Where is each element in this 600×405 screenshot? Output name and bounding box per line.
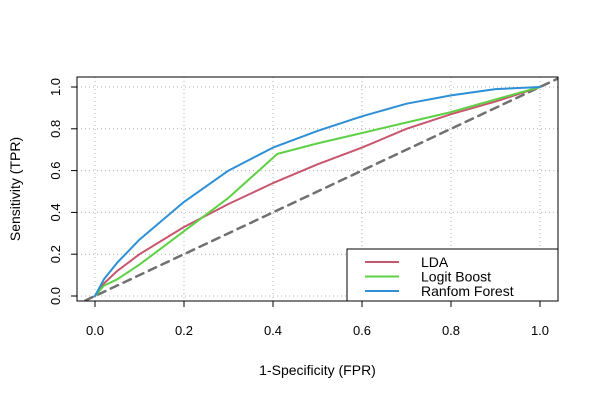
y-tick-label: 1.0 (48, 78, 63, 96)
series-line-logit-boost (94, 86, 541, 297)
y-axis: 0.0 0.2 0.4 0.6 0.8 1.0 (48, 78, 78, 305)
y-tick-label: 0.2 (48, 245, 63, 263)
x-tick-label: 0.6 (353, 323, 371, 338)
x-axis-title: 1-Specificity (FPR) (259, 362, 376, 378)
legend-label: Logit Boost (421, 269, 491, 285)
reference-diagonal-line (81, 77, 558, 301)
x-axis: 0.0 0.2 0.4 0.6 0.8 1.0 (86, 300, 549, 338)
y-tick-label: 0.8 (48, 120, 63, 138)
legend-box (346, 248, 559, 302)
x-tick-label: 0.8 (442, 323, 460, 338)
x-tick-label: 1.0 (531, 323, 549, 338)
legend-label: LDA (421, 254, 449, 270)
y-axis-title: Sensitivity (TPR) (7, 137, 23, 241)
y-tick-label: 0.6 (48, 162, 63, 180)
x-tick-label: 0.2 (175, 323, 193, 338)
series-lines (81, 77, 558, 301)
x-tick-label: 0.4 (264, 323, 282, 338)
grid (77, 77, 558, 301)
legend-label: Ranfom Forest (421, 283, 514, 299)
y-tick-label: 0.4 (48, 203, 63, 221)
x-tick-label: 0.0 (86, 323, 104, 338)
y-tick-label: 0.0 (48, 287, 63, 305)
series-line-lda (94, 86, 541, 297)
series-line-ranfom-forest (94, 86, 541, 297)
